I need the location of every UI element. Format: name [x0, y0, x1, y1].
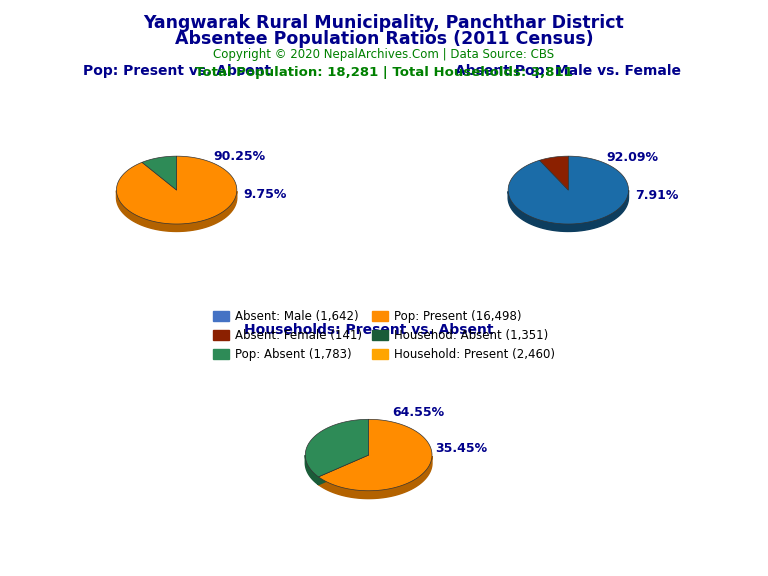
Title: Households: Present vs. Absent: Households: Present vs. Absent — [244, 323, 493, 338]
Polygon shape — [508, 156, 628, 224]
Text: Total Population: 18,281 | Total Households: 3,811: Total Population: 18,281 | Total Househo… — [195, 66, 573, 79]
Polygon shape — [508, 190, 628, 232]
Text: 90.25%: 90.25% — [214, 150, 266, 163]
Text: 35.45%: 35.45% — [435, 442, 487, 455]
Title: Pop: Present vs. Absent: Pop: Present vs. Absent — [83, 64, 270, 78]
Text: Yangwarak Rural Municipality, Panchthar District: Yangwarak Rural Municipality, Panchthar … — [144, 14, 624, 32]
Text: 7.91%: 7.91% — [635, 188, 678, 202]
Polygon shape — [319, 455, 369, 484]
Text: 9.75%: 9.75% — [243, 188, 286, 201]
Text: 92.09%: 92.09% — [606, 150, 658, 164]
Title: Absent Pop: Male vs. Female: Absent Pop: Male vs. Female — [455, 64, 681, 78]
Text: Copyright © 2020 NepalArchives.Com | Data Source: CBS: Copyright © 2020 NepalArchives.Com | Dat… — [214, 48, 554, 62]
Polygon shape — [319, 456, 432, 499]
Polygon shape — [319, 455, 369, 484]
Polygon shape — [540, 156, 568, 190]
Polygon shape — [306, 419, 369, 477]
Legend: Absent: Male (1,642), Absent: Female (141), Pop: Absent (1,783), Pop: Present (1: Absent: Male (1,642), Absent: Female (14… — [208, 305, 560, 366]
Text: 64.55%: 64.55% — [392, 406, 445, 419]
Polygon shape — [306, 455, 319, 484]
Text: Absentee Population Ratios (2011 Census): Absentee Population Ratios (2011 Census) — [174, 30, 594, 48]
Polygon shape — [319, 419, 432, 491]
Polygon shape — [117, 191, 237, 232]
Polygon shape — [142, 156, 177, 190]
Polygon shape — [117, 156, 237, 224]
